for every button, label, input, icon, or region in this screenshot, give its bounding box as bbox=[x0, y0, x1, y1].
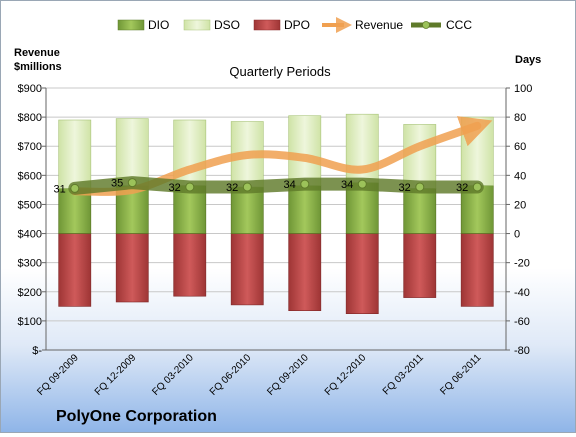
ccc-data-label: 32 bbox=[456, 182, 468, 194]
legend-item-revenue: Revenue bbox=[322, 17, 403, 33]
bar-dpo bbox=[173, 233, 207, 297]
bar-dio bbox=[403, 188, 437, 234]
legend-label-revenue: Revenue bbox=[355, 18, 403, 32]
right-tick-label: -20 bbox=[514, 258, 530, 270]
ccc-data-label: 32 bbox=[226, 182, 238, 194]
legend-label-dio: DIO bbox=[148, 18, 169, 32]
x-tick-label: FQ 12-2009 bbox=[93, 352, 139, 398]
ccc-point bbox=[127, 178, 137, 188]
legend-label-dpo: DPO bbox=[284, 18, 310, 32]
right-tick-label: -40 bbox=[514, 287, 530, 299]
left-tick-label: $200 bbox=[18, 287, 42, 299]
bar-dpo bbox=[58, 233, 92, 307]
x-tick-label: FQ 03-2010 bbox=[150, 352, 196, 398]
bar-dpo bbox=[403, 233, 437, 298]
x-tick-label: FQ 06-2011 bbox=[438, 352, 483, 397]
legend-label-ccc: CCC bbox=[446, 18, 472, 32]
left-tick-label: $100 bbox=[18, 316, 42, 328]
left-tick-label: $300 bbox=[18, 258, 42, 270]
right-tick-label: -60 bbox=[514, 316, 530, 328]
right-tick-label: 80 bbox=[514, 112, 526, 124]
legend-item-dio: DIO bbox=[117, 18, 169, 32]
x-tick-label: FQ 09-2009 bbox=[35, 352, 81, 398]
ccc-point bbox=[357, 179, 367, 189]
x-tick-label: FQ 09-2010 bbox=[265, 352, 311, 398]
x-tick-label: FQ 03-2011 bbox=[381, 352, 426, 397]
left-tick-label: $600 bbox=[18, 170, 42, 182]
ccc-data-label: 32 bbox=[169, 182, 181, 194]
bar-dpo bbox=[230, 233, 264, 306]
legend: DIO DSO DPO Revenue CCC bbox=[117, 17, 472, 33]
right-tick-label: 0 bbox=[514, 229, 520, 241]
ccc-data-label: 32 bbox=[399, 182, 411, 194]
bar-dso bbox=[288, 115, 322, 186]
ccc-point bbox=[70, 183, 80, 193]
right-tick-label: 60 bbox=[514, 141, 526, 153]
bar-dso bbox=[403, 124, 437, 189]
ccc-point bbox=[242, 182, 252, 192]
chart-title: Quarterly Periods bbox=[229, 64, 331, 79]
company-name: PolyOne Corporation bbox=[56, 408, 217, 425]
right-tick-label: 20 bbox=[514, 199, 526, 211]
left-tick-label: $900 bbox=[18, 83, 42, 95]
left-tick-label: $- bbox=[32, 345, 42, 357]
bar-dpo bbox=[460, 233, 494, 307]
left-tick-label: $800 bbox=[18, 112, 42, 124]
ccc-point bbox=[300, 179, 310, 189]
right-tick-label: 100 bbox=[514, 83, 532, 95]
right-axis-title: Days bbox=[515, 54, 541, 66]
bar-dpo bbox=[345, 233, 379, 315]
x-tick-label: FQ 12-2010 bbox=[323, 352, 369, 398]
ccc-data-label: 31 bbox=[54, 183, 66, 195]
bar-dso bbox=[58, 119, 92, 189]
legend-item-dso: DSO bbox=[183, 18, 240, 32]
bar-dpo bbox=[115, 233, 149, 303]
ccc-data-label: 35 bbox=[111, 178, 123, 190]
ccc-point bbox=[185, 182, 195, 192]
ccc-data-label: 34 bbox=[284, 179, 296, 191]
ccc-data-label: 34 bbox=[341, 179, 353, 191]
left-tick-label: $500 bbox=[18, 199, 42, 211]
bar-dso bbox=[115, 118, 149, 186]
left-axis-title-line2: $millions bbox=[14, 61, 62, 73]
ccc-point bbox=[415, 182, 425, 192]
legend-item-dpo: DPO bbox=[253, 18, 310, 32]
legend-label-dso: DSO bbox=[214, 18, 240, 32]
plot-area: $- -80 $100 -60 $200 -40 $300 -20 $400 0 $500 20 $60… bbox=[18, 83, 533, 398]
bar-dpo bbox=[288, 233, 322, 312]
x-tick-label: FQ 06-2010 bbox=[208, 352, 254, 398]
bar-dio bbox=[288, 185, 322, 234]
left-tick-label: $400 bbox=[18, 229, 42, 241]
left-axis-title-line1: Revenue bbox=[14, 47, 60, 59]
left-tick-label: $700 bbox=[18, 141, 42, 153]
ccc-point bbox=[472, 182, 482, 192]
right-tick-label: 40 bbox=[514, 170, 526, 182]
ccc-line bbox=[68, 176, 484, 195]
legend-item-ccc: CCC bbox=[411, 18, 472, 32]
right-tick-label: -80 bbox=[514, 345, 530, 357]
